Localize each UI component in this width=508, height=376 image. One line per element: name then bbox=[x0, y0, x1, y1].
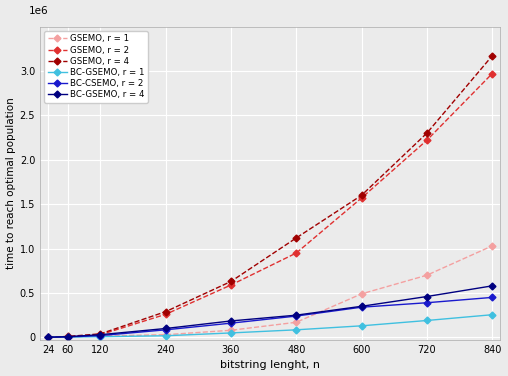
GSEMO, r = 1 bbox=[65, 335, 71, 339]
GSEMO, r = 2 bbox=[293, 251, 299, 255]
BC-GSEMO, r = 1 bbox=[424, 318, 430, 323]
BC-GSEMO, r = 4 bbox=[65, 334, 71, 339]
BC-GSEMO, r = 1 bbox=[489, 312, 495, 317]
BC-GSEMO, r = 4 bbox=[489, 284, 495, 288]
BC-GSEMO, r = 1 bbox=[163, 334, 169, 338]
Text: 1e6: 1e6 bbox=[29, 6, 49, 15]
BC-CSEMO, r = 2 bbox=[65, 335, 71, 339]
GSEMO, r = 4 bbox=[228, 279, 234, 284]
BC-GSEMO, r = 1 bbox=[98, 334, 104, 339]
GSEMO, r = 2 bbox=[65, 334, 71, 339]
GSEMO, r = 2 bbox=[228, 283, 234, 287]
GSEMO, r = 4 bbox=[293, 236, 299, 240]
GSEMO, r = 1 bbox=[293, 320, 299, 324]
BC-CSEMO, r = 2 bbox=[163, 327, 169, 332]
GSEMO, r = 2 bbox=[98, 332, 104, 337]
Legend: GSEMO, r = 1, GSEMO, r = 2, GSEMO, r = 4, BC-GSEMO, r = 1, BC-CSEMO, r = 2, BC-G: GSEMO, r = 1, GSEMO, r = 2, GSEMO, r = 4… bbox=[44, 31, 148, 103]
BC-CSEMO, r = 2 bbox=[98, 334, 104, 338]
GSEMO, r = 1 bbox=[359, 292, 365, 296]
GSEMO, r = 4 bbox=[98, 332, 104, 336]
GSEMO, r = 2 bbox=[424, 138, 430, 143]
Line: GSEMO, r = 2: GSEMO, r = 2 bbox=[46, 71, 494, 340]
BC-GSEMO, r = 4 bbox=[45, 335, 51, 340]
BC-GSEMO, r = 1 bbox=[65, 335, 71, 340]
Line: GSEMO, r = 1: GSEMO, r = 1 bbox=[46, 244, 494, 340]
BC-GSEMO, r = 4 bbox=[228, 319, 234, 323]
GSEMO, r = 4 bbox=[424, 131, 430, 135]
BC-GSEMO, r = 1 bbox=[293, 327, 299, 332]
GSEMO, r = 1 bbox=[98, 334, 104, 338]
GSEMO, r = 4 bbox=[65, 334, 71, 339]
BC-GSEMO, r = 4 bbox=[163, 326, 169, 331]
BC-GSEMO, r = 1 bbox=[359, 324, 365, 328]
GSEMO, r = 1 bbox=[228, 328, 234, 332]
BC-GSEMO, r = 4 bbox=[293, 313, 299, 317]
BC-CSEMO, r = 2 bbox=[228, 321, 234, 325]
Line: GSEMO, r = 4: GSEMO, r = 4 bbox=[46, 53, 494, 340]
X-axis label: bitstring lenght, n: bitstring lenght, n bbox=[220, 361, 320, 370]
BC-CSEMO, r = 2 bbox=[424, 300, 430, 305]
BC-GSEMO, r = 1 bbox=[228, 331, 234, 335]
GSEMO, r = 4 bbox=[359, 193, 365, 197]
BC-GSEMO, r = 4 bbox=[424, 294, 430, 299]
BC-GSEMO, r = 4 bbox=[98, 332, 104, 337]
GSEMO, r = 4 bbox=[163, 309, 169, 314]
Line: BC-CSEMO, r = 2: BC-CSEMO, r = 2 bbox=[46, 295, 494, 340]
GSEMO, r = 2 bbox=[45, 335, 51, 340]
BC-GSEMO, r = 1 bbox=[45, 335, 51, 340]
GSEMO, r = 1 bbox=[163, 332, 169, 337]
GSEMO, r = 2 bbox=[359, 196, 365, 200]
Line: BC-GSEMO, r = 4: BC-GSEMO, r = 4 bbox=[46, 284, 494, 340]
Line: BC-GSEMO, r = 1: BC-GSEMO, r = 1 bbox=[46, 312, 494, 340]
BC-CSEMO, r = 2 bbox=[45, 335, 51, 340]
BC-GSEMO, r = 4 bbox=[359, 304, 365, 309]
GSEMO, r = 1 bbox=[45, 335, 51, 340]
GSEMO, r = 1 bbox=[424, 273, 430, 277]
BC-CSEMO, r = 2 bbox=[489, 295, 495, 300]
Y-axis label: time to reach optimal population: time to reach optimal population bbox=[6, 97, 16, 269]
BC-CSEMO, r = 2 bbox=[293, 314, 299, 318]
GSEMO, r = 4 bbox=[489, 54, 495, 58]
GSEMO, r = 4 bbox=[45, 335, 51, 340]
GSEMO, r = 2 bbox=[163, 312, 169, 317]
BC-CSEMO, r = 2 bbox=[359, 305, 365, 309]
GSEMO, r = 1 bbox=[489, 244, 495, 248]
GSEMO, r = 2 bbox=[489, 71, 495, 76]
